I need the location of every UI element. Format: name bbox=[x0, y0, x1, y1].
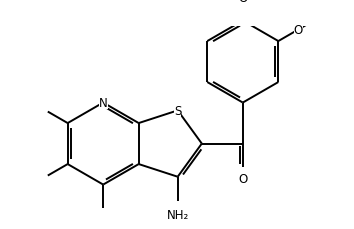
Text: O: O bbox=[238, 0, 247, 5]
Text: O: O bbox=[293, 24, 303, 37]
Text: O: O bbox=[239, 172, 248, 185]
Text: NH₂: NH₂ bbox=[167, 208, 189, 221]
Text: S: S bbox=[174, 104, 181, 117]
Text: N: N bbox=[99, 97, 108, 110]
